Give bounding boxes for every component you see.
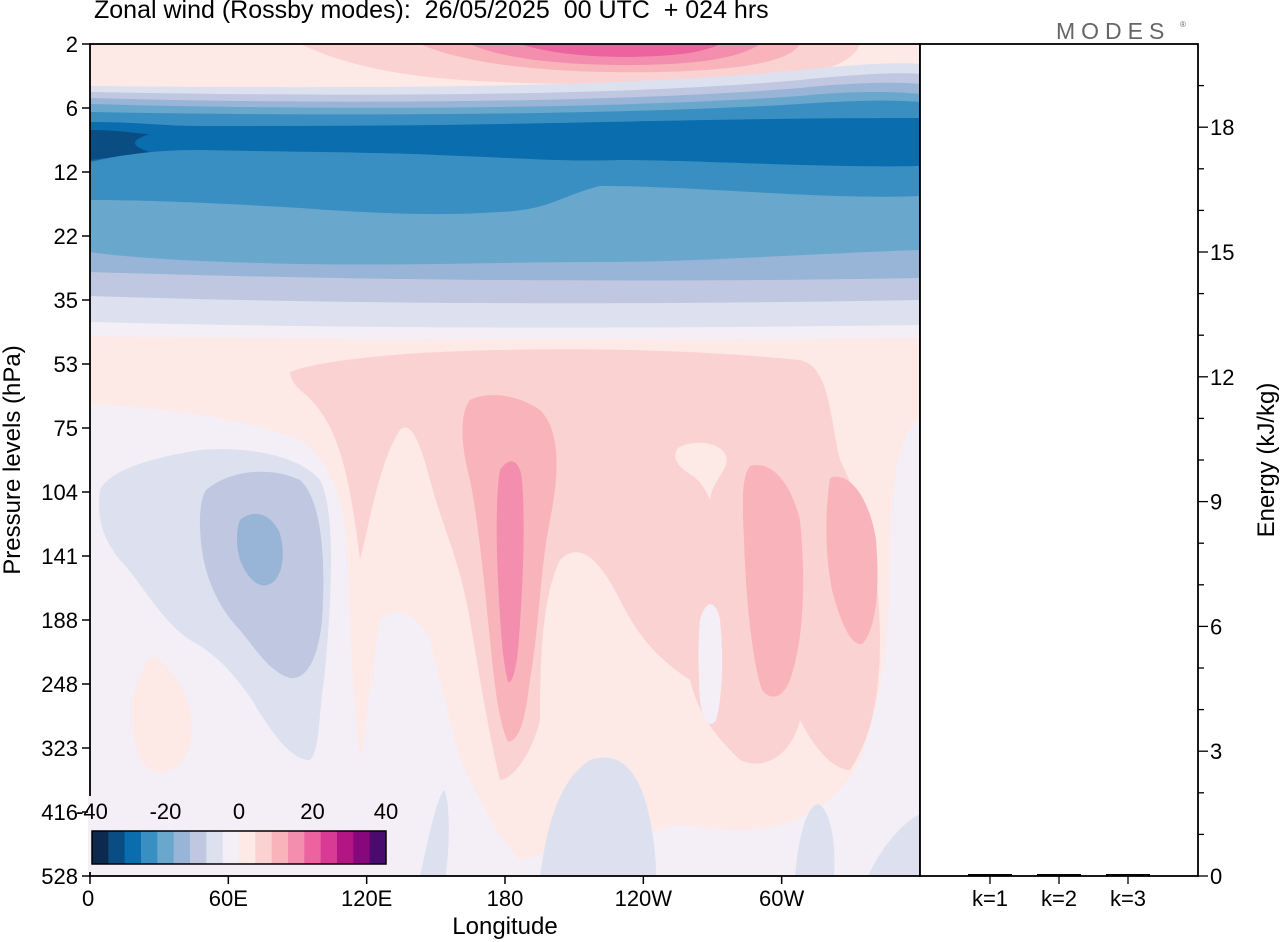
x-axis-label: Longitude <box>452 913 557 940</box>
contour-west-pos <box>131 657 192 773</box>
contour-hole-2 <box>698 604 723 724</box>
colorbar-swatch <box>141 831 158 864</box>
colorbar-swatch <box>337 831 354 864</box>
contour-field <box>90 44 920 876</box>
energy-category-label: k=1 <box>972 886 1008 911</box>
brand-logo: MODES <box>1056 18 1171 44</box>
y-tick-label: 53 <box>54 352 78 377</box>
colorbar-swatch <box>190 831 207 864</box>
x-axis: 0 60E 120E 180 120W 60W <box>82 876 805 911</box>
contour-bottom-neg-4 <box>868 814 920 876</box>
contour-pos-2 <box>290 349 880 780</box>
colorbar-swatch <box>271 831 289 864</box>
colorbar-tick-label: 0 <box>233 799 245 824</box>
colorbar-tick-label: 20 <box>300 799 324 824</box>
x-tick-label: 60W <box>759 886 804 911</box>
colorbar-swatch <box>304 831 322 864</box>
energy-category-label: k=2 <box>1041 886 1077 911</box>
energy-tick-label: 9 <box>1210 490 1222 515</box>
energy-bar <box>1106 874 1150 876</box>
y-tick-label: 248 <box>41 672 78 697</box>
contour-bottom-neg-1 <box>540 757 656 876</box>
colorbar-swatch <box>108 831 126 864</box>
contour-neg-7 <box>90 130 150 160</box>
colorbar-frame <box>91 830 387 865</box>
colorbar-swatch <box>124 831 142 864</box>
colorbar-tick-label: -40 <box>76 799 108 824</box>
energy-category-label: k=3 <box>1110 886 1146 911</box>
energy-tick-label: 3 <box>1210 739 1222 764</box>
y-tick-label: 323 <box>41 736 78 761</box>
energy-bar <box>968 874 1012 876</box>
brand-registered-mark: ® <box>1180 20 1186 29</box>
colorbar-swatch <box>157 831 175 864</box>
y-tick-label: 22 <box>54 224 78 249</box>
y-tick-label: 35 <box>54 288 78 313</box>
energy-tick-label: 0 <box>1210 864 1222 889</box>
energy-panel-frame <box>919 43 1199 877</box>
colorbar-tick-label: 40 <box>374 799 398 824</box>
y-tick-label: 75 <box>54 416 78 441</box>
energy-bar <box>1037 874 1081 876</box>
contour-pos-3b <box>742 464 804 697</box>
y-tick-label: 528 <box>41 864 78 889</box>
energy-tick-label: 15 <box>1210 240 1234 265</box>
y-tick-label: 2 <box>66 32 78 57</box>
energy-tick-label: 12 <box>1210 365 1234 390</box>
colorbar-swatch <box>92 831 109 864</box>
contour-bottom-neg-2 <box>420 790 449 876</box>
contour-hole <box>675 442 727 500</box>
x-tick-label: 0 <box>82 886 94 911</box>
y-tick-label: 141 <box>41 544 78 569</box>
colorbar-swatch <box>353 831 371 864</box>
y-axis-label: Pressure levels (hPa) <box>0 345 26 574</box>
energy-tick-label: 6 <box>1210 614 1222 639</box>
colorbar-swatch <box>255 831 273 864</box>
colorbar-swatch <box>288 831 305 864</box>
y-tick-label: 416 <box>41 800 78 825</box>
y-axis: 2 6 12 22 35 53 75 104 141 188 248 323 416 528 <box>41 32 90 889</box>
colorbar-swatch <box>206 831 224 864</box>
y-tick-label: 188 <box>41 608 78 633</box>
y-tick-label: 6 <box>66 96 78 121</box>
contour-west-neg-3 <box>237 513 283 586</box>
energy-axis: 0 3 6 9 12 15 18 <box>1198 84 1234 889</box>
colorbar-swatch <box>173 831 191 864</box>
x-tick-label: 60E <box>209 886 248 911</box>
contour-bottom-neg-3 <box>795 804 835 876</box>
colorbar-swatch <box>369 831 387 864</box>
x-tick-label: 120W <box>615 886 673 911</box>
colorbar-swatch <box>320 831 338 864</box>
energy-axis-label: Energy (kJ/kg) <box>1253 383 1280 538</box>
colorbar: -40 -20 0 20 40 <box>76 796 398 872</box>
contour-pos-4 <box>496 461 524 683</box>
colorbar-tick-label: -20 <box>150 799 182 824</box>
contour-neg-6 <box>90 118 920 167</box>
contour-pos-3c <box>826 476 878 645</box>
contour-upper-positive-5 <box>520 44 720 57</box>
y-tick-label: 12 <box>54 160 78 185</box>
x-tick-label: 120E <box>341 886 392 911</box>
chart-title: Zonal wind (Rossby modes): 26/05/2025 00… <box>94 0 769 24</box>
y-tick-label: 104 <box>41 480 78 505</box>
colorbar-swatch <box>239 831 256 864</box>
colorbar-swatch <box>222 831 240 864</box>
energy-tick-label: 18 <box>1210 115 1234 140</box>
energy-bars: k=1 k=2 k=3 <box>968 874 1150 911</box>
x-tick-label: 180 <box>487 886 524 911</box>
